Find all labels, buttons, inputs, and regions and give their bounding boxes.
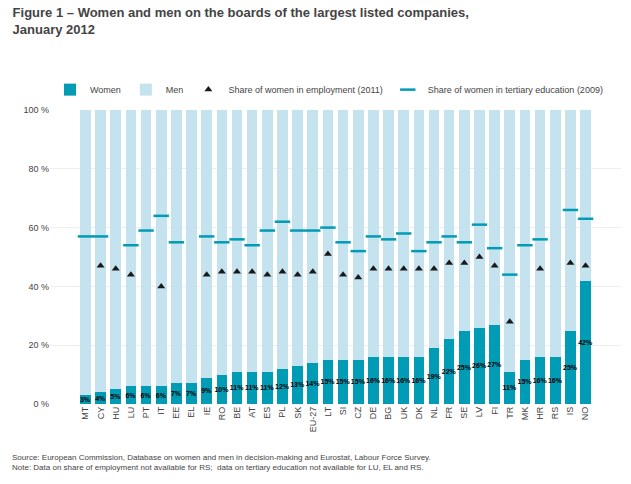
svg-text:UK: UK bbox=[399, 407, 409, 420]
svg-text:FI: FI bbox=[490, 407, 500, 415]
svg-text:6%: 6% bbox=[125, 392, 136, 399]
svg-text:11%: 11% bbox=[260, 384, 274, 391]
svg-text:11%: 11% bbox=[503, 384, 517, 391]
svg-text:CY: CY bbox=[96, 407, 106, 420]
svg-text:Share of women in employment (: Share of women in employment (2011) bbox=[228, 85, 382, 95]
svg-text:Men: Men bbox=[166, 85, 184, 95]
svg-text:5%: 5% bbox=[110, 393, 121, 400]
svg-text:12%: 12% bbox=[275, 383, 290, 390]
svg-text:EU-27: EU-27 bbox=[308, 407, 318, 433]
svg-text:Source: European Commission, D: Source: European Commission, Database on… bbox=[12, 453, 431, 472]
svg-text:14%: 14% bbox=[305, 380, 320, 387]
svg-text:9%: 9% bbox=[201, 387, 212, 394]
svg-text:15%: 15% bbox=[336, 378, 351, 385]
svg-text:7%: 7% bbox=[186, 390, 197, 397]
svg-text:60 %: 60 % bbox=[28, 223, 49, 233]
svg-text:HU: HU bbox=[111, 407, 121, 420]
svg-text:15%: 15% bbox=[321, 378, 336, 385]
svg-text:BE: BE bbox=[232, 407, 242, 419]
svg-text:27%: 27% bbox=[487, 361, 502, 368]
svg-text:25%: 25% bbox=[563, 364, 578, 371]
svg-text:6%: 6% bbox=[156, 392, 167, 399]
svg-text:DE: DE bbox=[368, 407, 378, 420]
svg-text:42%: 42% bbox=[578, 339, 593, 346]
svg-text:19%: 19% bbox=[427, 373, 442, 380]
svg-text:10%: 10% bbox=[214, 386, 229, 393]
svg-text:Share of women in tertiary edu: Share of women in tertiary education (20… bbox=[428, 85, 603, 95]
svg-text:RS: RS bbox=[550, 407, 560, 420]
svg-text:15%: 15% bbox=[518, 378, 533, 385]
svg-text:MT: MT bbox=[80, 406, 90, 419]
svg-text:3%: 3% bbox=[80, 396, 91, 403]
svg-text:16%: 16% bbox=[396, 377, 411, 384]
svg-text:RO: RO bbox=[217, 407, 227, 421]
svg-text:80 %: 80 % bbox=[28, 164, 49, 174]
svg-text:4%: 4% bbox=[95, 395, 106, 402]
svg-text:AT: AT bbox=[247, 406, 257, 417]
svg-text:PL: PL bbox=[277, 407, 287, 418]
svg-text:IS: IS bbox=[565, 407, 575, 416]
svg-text:11%: 11% bbox=[230, 384, 244, 391]
svg-text:IT: IT bbox=[156, 406, 166, 415]
svg-text:NL: NL bbox=[429, 407, 439, 419]
svg-text:22%: 22% bbox=[442, 368, 457, 375]
svg-text:Figure 1 – Women and men on th: Figure 1 – Women and men on the boards o… bbox=[13, 5, 469, 37]
svg-text:26%: 26% bbox=[472, 362, 487, 369]
svg-text:PT: PT bbox=[141, 406, 151, 418]
svg-text:11%: 11% bbox=[245, 384, 259, 391]
svg-text:TR: TR bbox=[505, 406, 515, 418]
svg-text:IE: IE bbox=[202, 407, 212, 416]
svg-text:Women: Women bbox=[90, 85, 121, 95]
svg-text:SE: SE bbox=[459, 407, 469, 419]
svg-text:0 %: 0 % bbox=[33, 399, 49, 409]
svg-text:CZ: CZ bbox=[353, 406, 363, 418]
svg-text:ES: ES bbox=[262, 407, 272, 419]
svg-text:25%: 25% bbox=[457, 364, 472, 371]
svg-text:BG: BG bbox=[383, 407, 393, 420]
svg-text:FR: FR bbox=[444, 406, 454, 418]
svg-text:LT: LT bbox=[323, 406, 333, 416]
svg-text:16%: 16% bbox=[548, 377, 563, 384]
svg-text:HR: HR bbox=[535, 406, 545, 419]
svg-text:20 %: 20 % bbox=[28, 340, 49, 350]
svg-text:6%: 6% bbox=[141, 392, 152, 399]
svg-text:NO: NO bbox=[580, 407, 590, 421]
svg-text:16%: 16% bbox=[411, 377, 426, 384]
svg-text:MK: MK bbox=[520, 407, 530, 421]
svg-text:16%: 16% bbox=[366, 377, 381, 384]
svg-text:16%: 16% bbox=[381, 377, 396, 384]
svg-text:7%: 7% bbox=[171, 390, 182, 397]
svg-text:EL: EL bbox=[186, 407, 196, 418]
svg-text:16%: 16% bbox=[533, 377, 548, 384]
svg-text:LV: LV bbox=[474, 407, 484, 417]
svg-text:13%: 13% bbox=[290, 381, 305, 388]
svg-text:SI: SI bbox=[338, 407, 348, 416]
svg-text:SK: SK bbox=[293, 407, 303, 419]
svg-text:EE: EE bbox=[171, 407, 181, 419]
svg-text:40 %: 40 % bbox=[28, 282, 49, 292]
svg-text:LU: LU bbox=[126, 407, 136, 419]
svg-text:DK: DK bbox=[414, 407, 424, 420]
svg-text:100 %: 100 % bbox=[23, 105, 49, 115]
svg-text:15%: 15% bbox=[351, 378, 366, 385]
